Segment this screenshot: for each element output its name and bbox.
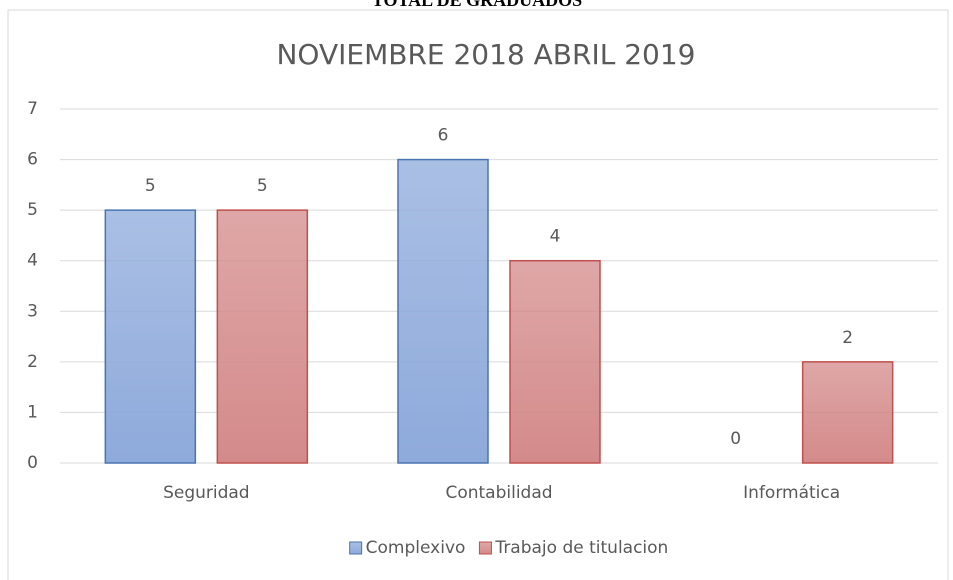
- legend-swatch: [478, 541, 492, 555]
- y-tick-label: 3: [27, 301, 38, 321]
- heading: TOTAL DE GRADUADOS: [372, 0, 582, 10]
- y-tick-label: 1: [27, 402, 38, 422]
- legend-item: Complexivo: [349, 538, 466, 558]
- bar: [104, 209, 197, 464]
- y-tick-label: 6: [27, 150, 38, 170]
- y-tick-label: 2: [27, 352, 38, 372]
- data-label: 2: [842, 328, 853, 348]
- bar: [801, 361, 894, 464]
- y-tick-label: 4: [27, 251, 38, 271]
- bar: [216, 209, 309, 464]
- data-label: 4: [550, 227, 561, 247]
- data-label: 5: [145, 176, 156, 196]
- y-tick-label: 7: [27, 99, 38, 119]
- chart-title: NOVIEMBRE 2018 ABRIL 2019: [276, 38, 695, 71]
- data-label: 5: [257, 176, 268, 196]
- bar: [509, 259, 601, 464]
- x-tick-label: Informática: [743, 483, 840, 503]
- legend-swatch: [349, 541, 363, 555]
- data-label: 0: [730, 429, 741, 449]
- data-label: 6: [438, 126, 449, 146]
- x-tick-label: Seguridad: [163, 483, 250, 503]
- legend-label: Complexivo: [366, 538, 466, 558]
- legend-label: Trabajo de titulacion: [494, 538, 668, 558]
- x-tick-label: Contabilidad: [445, 483, 552, 503]
- y-tick-label: 5: [27, 200, 38, 220]
- y-tick-label: 0: [27, 453, 38, 473]
- bar: [397, 158, 489, 464]
- legend-item: Trabajo de titulacion: [478, 538, 668, 558]
